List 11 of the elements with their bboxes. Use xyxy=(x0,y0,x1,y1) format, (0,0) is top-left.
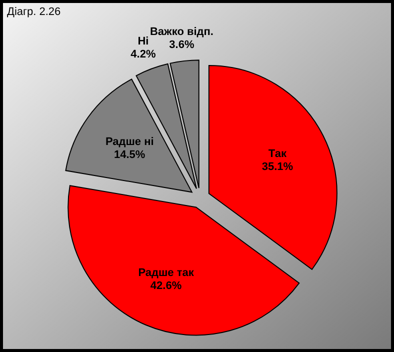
data-label: 42.6% xyxy=(150,280,182,292)
data-label: 4.2% xyxy=(130,48,156,60)
chart-title: Діагр. 2.26 xyxy=(7,6,61,18)
data-label: 35.1% xyxy=(262,160,294,173)
data-label: 14.5% xyxy=(114,149,146,162)
slice-label: Так xyxy=(268,148,287,160)
slice-label: Важко відп. xyxy=(150,26,214,38)
slice-label: Радше так xyxy=(138,266,194,279)
data-label: 3.6% xyxy=(169,39,194,52)
slice-label: Ні xyxy=(138,35,149,48)
slice-label: Радше ні xyxy=(105,136,154,148)
